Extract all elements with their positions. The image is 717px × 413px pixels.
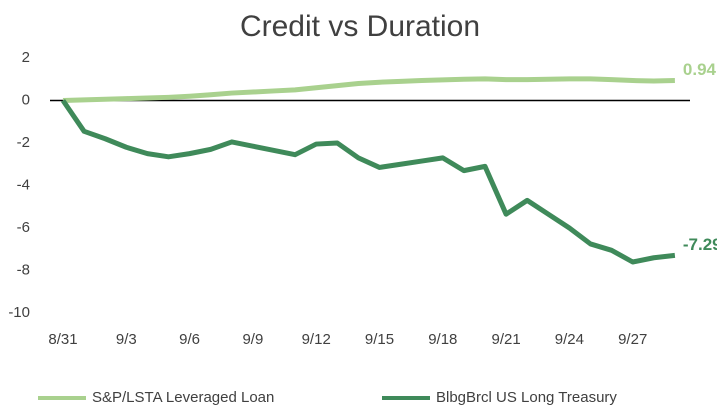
y-tick-label: 0 <box>22 91 30 108</box>
series-line <box>60 99 676 265</box>
x-tick-label: 9/3 <box>116 331 137 348</box>
x-tick-label: 9/27 <box>618 331 647 348</box>
legend-label: S&P/LSTA Leveraged Loan <box>92 389 274 406</box>
x-tick-label: 9/18 <box>428 331 457 348</box>
x-tick-label: 9/9 <box>242 331 263 348</box>
y-tick-label: -6 <box>17 219 30 236</box>
series-line <box>62 76 675 103</box>
end-label: -7.29 <box>683 235 717 254</box>
y-tick-label: -2 <box>17 134 30 151</box>
y-tick-label: -10 <box>8 304 30 321</box>
x-tick-label: 8/31 <box>48 331 77 348</box>
x-tick-label: 9/15 <box>365 331 394 348</box>
x-tick-label: 9/24 <box>555 331 584 348</box>
x-tick-label: 9/21 <box>491 331 520 348</box>
x-tick-label: 9/12 <box>302 331 331 348</box>
y-tick-label: -4 <box>17 176 30 193</box>
end-label: 0.94 <box>683 60 717 79</box>
legend-label: BlbgBrcl US Long Treasury <box>436 389 617 406</box>
x-tick-label: 9/6 <box>179 331 200 348</box>
y-tick-label: 2 <box>22 49 30 66</box>
y-tick-label: -8 <box>17 261 30 278</box>
chart-title: Credit vs Duration <box>240 10 480 43</box>
